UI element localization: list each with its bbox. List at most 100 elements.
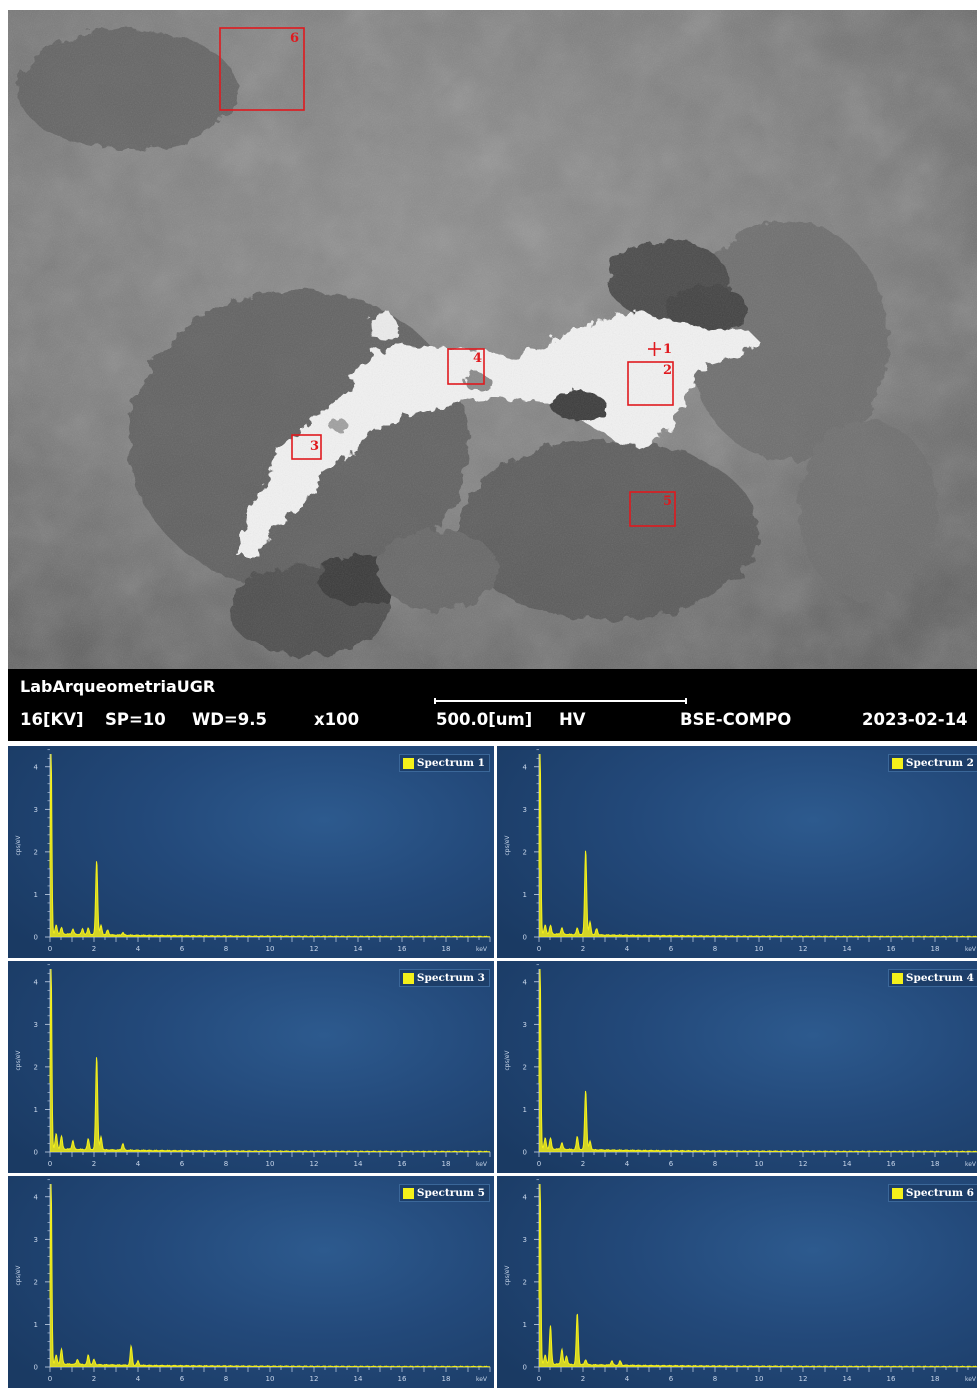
- x-tick-label: 6: [180, 945, 185, 953]
- x-tick-label: 0: [48, 945, 52, 953]
- region-3-label: 3: [310, 439, 319, 454]
- x-tick-label: 16: [887, 945, 896, 953]
- x-tick-label: 8: [713, 1375, 717, 1383]
- micrograph-image: 1 2 3 4 5 6: [8, 10, 977, 669]
- x-tick-label: 8: [713, 1160, 717, 1168]
- y-axis-label: cps/eV: [15, 1050, 22, 1071]
- spectrum-area: [539, 969, 977, 1152]
- x-tick-label: 8: [224, 1375, 228, 1383]
- x-tick-label: 8: [224, 1160, 228, 1168]
- scale-bar: [434, 698, 687, 704]
- x-tick-label: 6: [669, 1375, 674, 1383]
- x-tick-label: 0: [48, 1160, 52, 1168]
- y-tick-label: 2: [523, 848, 527, 856]
- magnification: x100: [314, 710, 359, 729]
- spectrum-area: [50, 1184, 490, 1367]
- legend-swatch: [892, 1188, 903, 1199]
- detector-mode: BSE-COMPO: [680, 710, 791, 729]
- y-tick-label: 2: [34, 1278, 38, 1286]
- y-tick-label: 1: [523, 1321, 527, 1329]
- y-axis-label: cps/eV: [504, 1050, 511, 1071]
- x-tick-label: 4: [625, 1160, 630, 1168]
- x-tick-label: 18: [931, 945, 940, 953]
- x-tick-label: 8: [224, 945, 228, 953]
- y-tick-label: 4: [523, 763, 528, 771]
- spectrum-line: [50, 969, 490, 1152]
- y-tick-label: 0: [523, 934, 527, 942]
- y-axis-label: cps/eV: [15, 1265, 22, 1286]
- spectrum-4-legend: Spectrum 4: [888, 969, 977, 987]
- y-tick-label: 2: [523, 1063, 527, 1071]
- x-tick-label: 0: [537, 945, 541, 953]
- y-tick-label: 0: [523, 1364, 527, 1372]
- spectrum-2-legend: Spectrum 2: [888, 754, 977, 772]
- sem-info-bar: LabArqueometriaUGR 16[KV] SP=10 WD=9.5 x…: [8, 669, 977, 741]
- x-axis-label: keV: [965, 1161, 977, 1168]
- accelerating-voltage: 16[KV]: [20, 710, 84, 729]
- y-tick-label: 4: [34, 978, 39, 986]
- x-tick-label: 2: [92, 1375, 96, 1383]
- spectrum-6-legend: Spectrum 6: [888, 1184, 977, 1202]
- legend-swatch: [892, 973, 903, 984]
- x-tick-label: 12: [799, 1375, 808, 1383]
- y-axis-label: cps/eV: [15, 835, 22, 856]
- spectrum-area: [50, 754, 490, 937]
- x-tick-label: 0: [537, 1160, 541, 1168]
- x-tick-label: 12: [799, 945, 808, 953]
- x-tick-label: 14: [354, 1375, 363, 1383]
- x-tick-label: 2: [92, 945, 96, 953]
- y-tick-label: 3: [34, 1021, 38, 1029]
- x-tick-label: 14: [354, 945, 363, 953]
- x-tick-label: 14: [843, 1160, 852, 1168]
- scale-length: 500.0[um]: [436, 710, 532, 729]
- x-tick-label: 2: [581, 945, 585, 953]
- x-tick-label: 4: [136, 1375, 141, 1383]
- legend-label: Spectrum 1: [417, 757, 485, 769]
- x-axis-label: keV: [476, 1376, 488, 1383]
- x-tick-label: 14: [354, 1160, 363, 1168]
- y-tick-label: 1: [523, 891, 527, 899]
- y-tick-label: 4: [523, 1193, 528, 1201]
- y-tick-label: 2: [34, 1063, 38, 1071]
- x-tick-label: 12: [310, 1375, 319, 1383]
- legend-swatch: [403, 973, 414, 984]
- y-tick-label: 4: [523, 978, 528, 986]
- legend-label: Spectrum 6: [906, 1187, 974, 1199]
- legend-swatch: [403, 1188, 414, 1199]
- region-6-label: 6: [290, 31, 299, 46]
- x-tick-label: 18: [442, 945, 451, 953]
- x-tick-label: 18: [931, 1375, 940, 1383]
- region-5-label: 5: [663, 494, 672, 509]
- vacuum-mode: HV: [559, 710, 586, 729]
- y-tick-label: 0: [523, 1149, 527, 1157]
- x-tick-label: 16: [887, 1160, 896, 1168]
- x-tick-label: 10: [266, 1160, 275, 1168]
- working-distance: WD=9.5: [192, 710, 267, 729]
- x-tick-label: 12: [310, 945, 319, 953]
- x-tick-label: 12: [310, 1160, 319, 1168]
- x-axis-label: keV: [965, 1376, 977, 1383]
- legend-swatch: [892, 758, 903, 769]
- spectrum-5-legend: Spectrum 5: [399, 1184, 490, 1202]
- y-tick-label: 1: [523, 1106, 527, 1114]
- region-4-label: 4: [473, 351, 482, 366]
- spectrum-line: [539, 1184, 977, 1367]
- y-tick-label: 4: [34, 763, 39, 771]
- x-tick-label: 4: [136, 945, 141, 953]
- y-tick-label: 1: [34, 1321, 38, 1329]
- x-tick-label: 0: [48, 1375, 52, 1383]
- spectrum-line: [539, 969, 977, 1152]
- x-tick-label: 18: [442, 1375, 451, 1383]
- x-tick-label: 18: [931, 1160, 940, 1168]
- x-tick-label: 10: [755, 1160, 764, 1168]
- x-tick-label: 16: [398, 1375, 407, 1383]
- x-tick-label: 4: [625, 945, 630, 953]
- y-tick-label: 2: [523, 1278, 527, 1286]
